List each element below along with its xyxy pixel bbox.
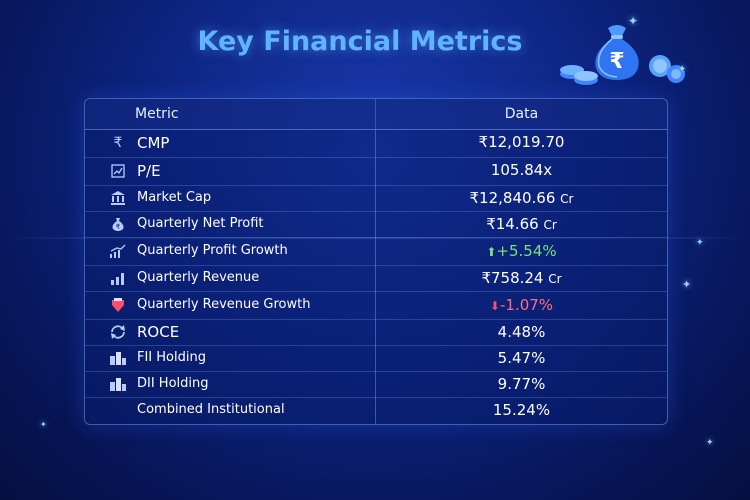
rupee-icon: ₹ [113,135,123,151]
money-bag-icon: ₹ [107,215,129,233]
metric-value: ₹12,840.66 Cr [376,189,667,207]
decline-icon [107,296,129,314]
metric-value: 9.77% [497,375,546,393]
page-title: Key Financial Metrics [197,26,523,57]
metric-label: CMP [137,134,170,152]
metric-label: Quarterly Profit Growth [137,243,288,258]
metric-label: Quarterly Net Profit [137,216,264,231]
svg-text:₹: ₹ [609,49,624,74]
table-header: Metric Data [85,99,667,130]
metric-column-header: Metric [135,106,179,122]
value-unit: Cr [543,218,557,232]
table-row: Market Cap ₹12,840.66 Cr [85,185,667,212]
value-amount: -1.07% [499,296,554,314]
value-amount: ₹14.66 [486,215,539,233]
table-row: ROCE 4.48% [85,319,667,346]
sparkle-icon: ✦ [696,238,704,248]
metric-value: ₹758.24 Cr [376,269,667,287]
sparkle-icon: ✦ [40,420,47,429]
metric-label: Quarterly Revenue [137,270,260,285]
pe-chart-icon [107,162,129,180]
metric-value: ⬆+5.54% [376,242,667,260]
value-amount: +5.54% [496,242,557,260]
bar-chart-icon [107,269,129,287]
metric-label: FII Holding [137,350,206,365]
money-bag-icon: ₹ [595,25,639,80]
metric-label: Combined Institutional [137,402,285,417]
sparkle-icon: ✦ [706,438,714,448]
table-row: Quarterly Revenue Growth ⬇-1.07% [85,291,667,320]
metric-label: Quarterly Revenue Growth [137,297,311,312]
metric-value: ⬇-1.07% [376,296,667,314]
metric-value: ₹14.66 Cr [376,215,667,233]
arrow-down-icon: ⬇ [489,299,500,313]
arrow-up-icon: ⬆ [486,245,497,259]
table-row: Quarterly Profit Growth ⬆+5.54% [85,237,667,266]
sparkle-icon: ✦ [678,64,687,75]
table-row: DII Holding 9.77% [85,371,667,398]
cycle-icon [107,323,129,341]
data-column-header: Data [504,106,539,122]
bank-icon [107,189,129,207]
value-unit: Cr [560,192,574,206]
table-row: Combined Institutional 15.24% [85,397,667,423]
svg-text:₹: ₹ [116,223,121,231]
metric-label: Market Cap [137,190,212,205]
table-row: ₹ Quarterly Net Profit ₹14.66 Cr [85,211,667,238]
column-divider [375,99,376,424]
buildings-icon [107,375,129,393]
growth-chart-icon [107,242,129,260]
value-amount: ₹758.24 [481,269,544,287]
metrics-table: Metric Data ₹ CMP ₹12,019.70 P/E 105.84x… [84,98,668,425]
metric-label: P/E [137,162,161,180]
metric-value: ₹12,019.70 [478,133,565,151]
coins-icon [560,55,685,85]
buildings-icon [107,349,129,367]
sparkle-icon: ✦ [682,278,692,291]
metric-value: 5.47% [497,349,546,367]
metric-value: 15.24% [492,401,551,419]
table-row: ₹ CMP ₹12,019.70 [85,129,667,158]
table-row: FII Holding 5.47% [85,345,667,372]
table-row: Quarterly Revenue ₹758.24 Cr [85,265,667,292]
sparkle-icon: ✦ [628,14,639,28]
value-amount: ₹12,840.66 [469,189,556,207]
value-unit: Cr [548,272,562,286]
metric-label: DII Holding [137,376,209,391]
metric-value: 105.84x [490,161,553,179]
table-row: P/E 105.84x [85,157,667,186]
metric-value: 4.48% [497,323,546,341]
metric-label: ROCE [137,323,180,341]
